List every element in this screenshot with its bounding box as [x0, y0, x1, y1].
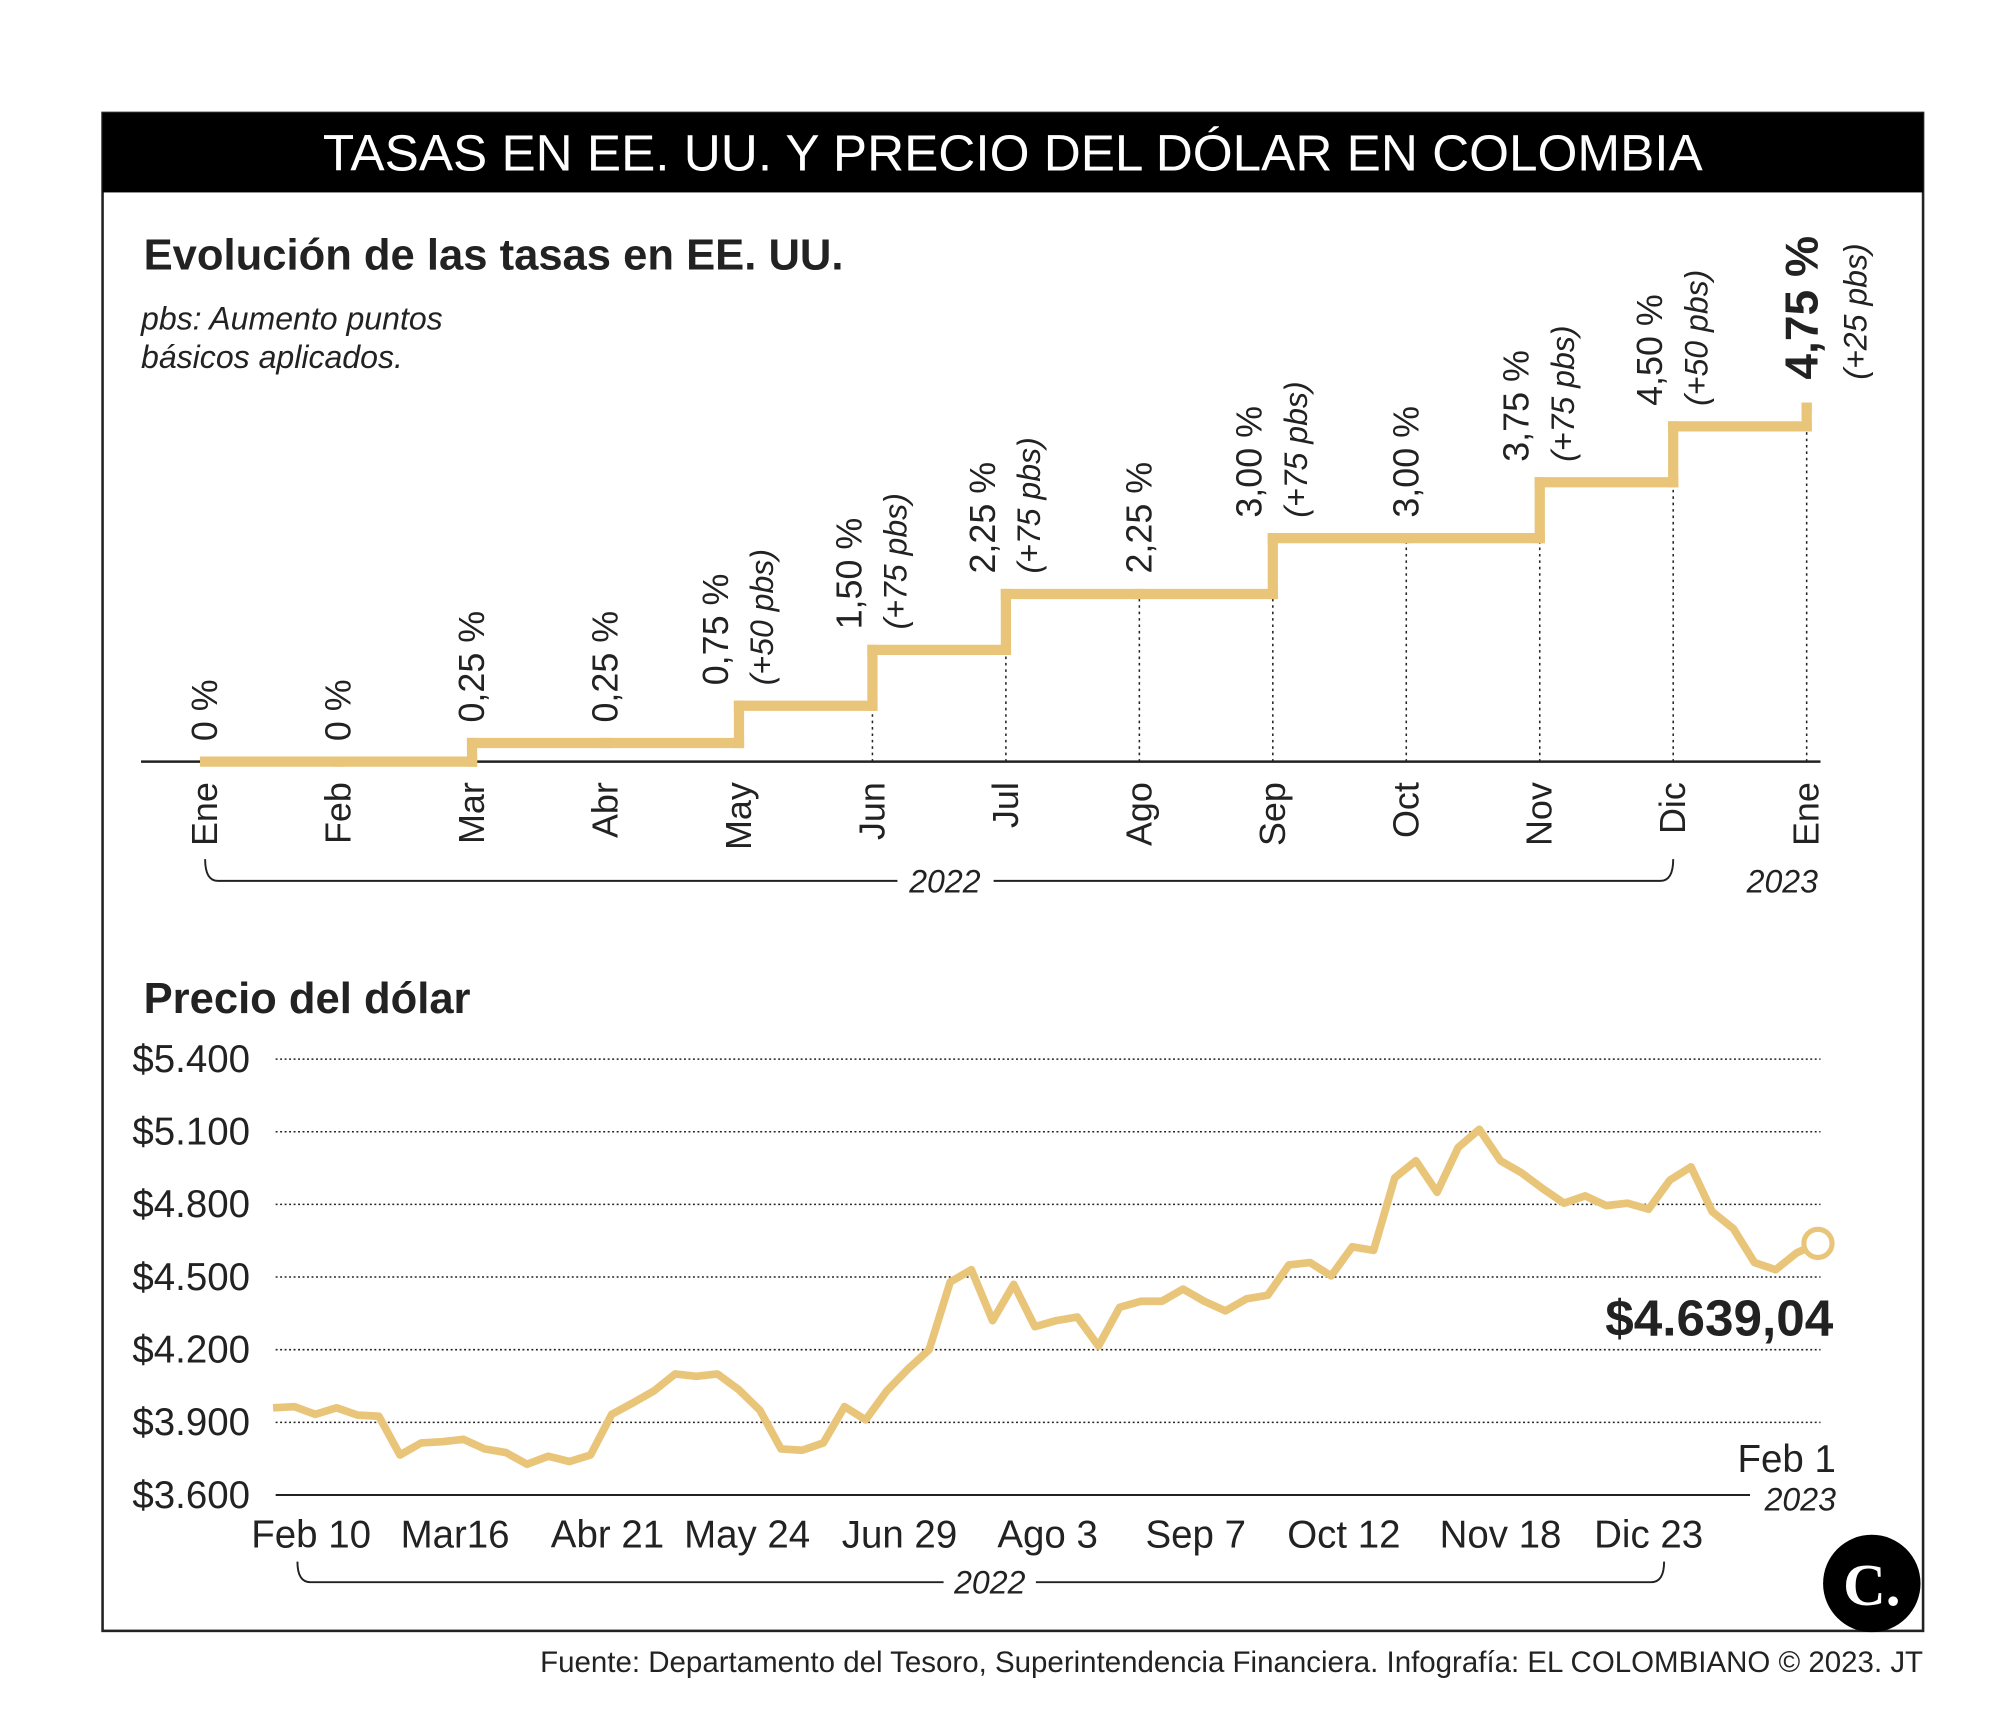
value-label: $4.639,04	[1605, 1290, 1834, 1347]
x-tick-label: Nov	[1520, 782, 1560, 846]
increment-label: (+75 pbs)	[878, 493, 914, 629]
value-label: 0,25 %	[586, 611, 626, 723]
x-tick-label: Sep	[1253, 782, 1293, 846]
x-tick-label: Abr 21	[551, 1514, 664, 1557]
x-tick-label: Sep 7	[1146, 1514, 1247, 1557]
year-label: 2022	[908, 863, 980, 899]
increment-label: (+75 pbs)	[1545, 326, 1581, 462]
x-tick-label: Feb 10	[251, 1514, 371, 1557]
end-date: Feb 1	[1738, 1438, 1836, 1481]
year-label: 2022	[953, 1565, 1025, 1601]
x-tick-label: May	[719, 782, 759, 850]
value-label: 0,75 %	[696, 574, 736, 686]
value-label: 4,75 %	[1776, 236, 1828, 380]
year-label: 2023	[1746, 863, 1818, 899]
subtitle: básicos aplicados.	[141, 339, 403, 375]
x-tick-label: Ago	[1119, 782, 1159, 846]
y-tick-label: $3.600	[132, 1474, 250, 1517]
increment-label: (+50 pbs)	[1678, 270, 1714, 406]
value-label: 4,50 %	[1630, 294, 1670, 406]
value-label: 3,00 %	[1230, 406, 1270, 518]
x-tick-label: Abr	[586, 782, 626, 838]
end-year: 2023	[1764, 1481, 1836, 1517]
header-bar	[102, 112, 1924, 193]
y-tick-label: $4.200	[132, 1329, 250, 1372]
y-tick-label: $3.900	[132, 1401, 250, 1444]
value-label: 3,00 %	[1386, 406, 1426, 518]
value-label: 2,25 %	[963, 462, 1003, 574]
x-tick-label: Ene	[1787, 782, 1827, 846]
increment-label: (+50 pbs)	[744, 549, 780, 685]
x-tick-label: Oct 12	[1287, 1514, 1400, 1557]
logo-text: C.	[1843, 1552, 1900, 1618]
increment-label: (+75 pbs)	[1011, 437, 1047, 573]
subtitle: pbs: Aumento puntos	[140, 301, 443, 337]
y-tick-label: $4.500	[132, 1256, 250, 1299]
frame	[101, 111, 1925, 1633]
x-tick-label: Jun	[852, 782, 892, 840]
end-marker	[1801, 1226, 1835, 1261]
x-tick-label: Dic 23	[1594, 1514, 1703, 1557]
x-tick-label: Jun 29	[842, 1514, 957, 1557]
header-title: TASAS EN EE. UU. Y PRECIO DEL DÓLAR EN C…	[323, 125, 1704, 182]
value-label: 0 %	[185, 679, 225, 741]
source: Fuente: Departamento del Tesoro, Superin…	[540, 1646, 1923, 1679]
increment-label: (+25 pbs)	[1837, 243, 1873, 379]
y-tick-label: $5.100	[132, 1111, 250, 1154]
x-tick-label: Mar	[452, 782, 492, 844]
x-tick-label: Ago 3	[997, 1514, 1098, 1557]
year-bracket	[204, 859, 1675, 882]
logo	[1823, 1534, 1921, 1633]
y-tick-label: $4.800	[132, 1183, 250, 1226]
value-label: 2,25 %	[1119, 462, 1159, 574]
price-line	[272, 1125, 1820, 1469]
x-tick-label: Mar16	[401, 1514, 510, 1557]
x-tick-label: Ene	[185, 782, 225, 846]
value-label: 0 %	[319, 679, 359, 741]
x-tick-label: May 24	[684, 1514, 810, 1557]
value-label: 0,25 %	[452, 611, 492, 723]
year-bracket	[296, 1561, 1666, 1584]
increment-label: (+75 pbs)	[1278, 381, 1314, 517]
x-tick-label: Jul	[986, 782, 1026, 828]
chart-title: Evolución de las tasas en EE. UU.	[144, 231, 844, 279]
x-tick-label: Dic	[1653, 782, 1693, 834]
value-label: 3,75 %	[1497, 350, 1537, 462]
x-tick-label: Nov 18	[1440, 1514, 1562, 1557]
chart-title: Precio del dólar	[144, 975, 471, 1023]
y-tick-label: $5.400	[132, 1038, 250, 1081]
x-tick-label: Oct	[1386, 782, 1426, 838]
value-label: 1,50 %	[829, 518, 869, 630]
x-tick-label: Feb	[319, 782, 359, 844]
